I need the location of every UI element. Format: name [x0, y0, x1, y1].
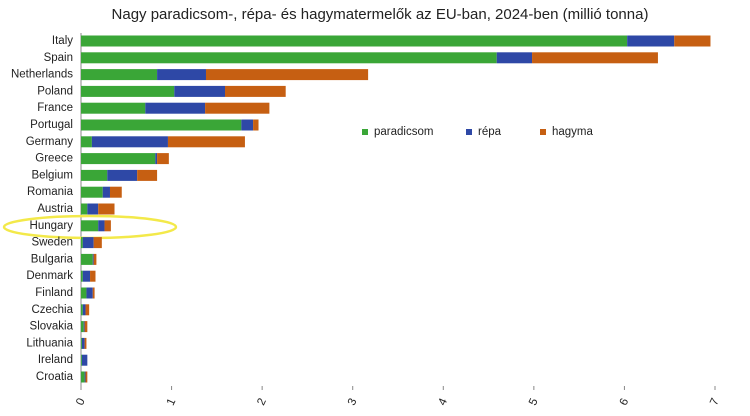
- y-tick-label: Bulgaria: [31, 253, 74, 265]
- bar-segment: [81, 371, 85, 383]
- bar-segment: [84, 371, 86, 383]
- bar-segment: [85, 304, 90, 316]
- bar-segment: [496, 52, 533, 64]
- bar-segment: [84, 337, 87, 349]
- bar-segment: [82, 304, 86, 316]
- y-tick-label: Netherlands: [11, 69, 73, 81]
- bar-segment: [205, 102, 270, 114]
- bar-segment: [85, 371, 88, 383]
- bar-segment: [92, 287, 95, 299]
- bar-segment: [81, 69, 158, 81]
- x-tick-label: 2: [255, 397, 269, 408]
- bar-segment: [253, 119, 259, 131]
- bar-segment: [107, 169, 138, 181]
- bar-segment: [205, 69, 369, 81]
- bar-segment: [86, 287, 93, 299]
- y-tick-label: Croatia: [36, 371, 74, 383]
- bar-segment: [102, 186, 110, 198]
- y-tick-label: Belgium: [31, 169, 73, 181]
- bar-segment: [93, 237, 102, 249]
- bar-segment: [81, 321, 84, 333]
- bar-segment: [81, 52, 497, 64]
- y-tick-label: Portugal: [30, 119, 73, 131]
- x-tick-label: 6: [618, 397, 632, 408]
- bar-segment: [81, 35, 628, 47]
- bar-segment: [81, 337, 82, 349]
- y-tick-label: Romania: [27, 186, 74, 198]
- legend-swatch: [362, 129, 368, 135]
- bar-segment: [627, 35, 675, 47]
- bar-segment: [225, 85, 286, 97]
- bar-segment: [91, 136, 168, 148]
- legend-label: paradicsom: [374, 126, 433, 138]
- y-tick-label: Germany: [26, 136, 74, 148]
- bar-segment: [81, 354, 82, 366]
- y-tick-label: Spain: [44, 52, 73, 64]
- x-tick-label: 1: [165, 397, 179, 408]
- bar-segment: [81, 354, 88, 366]
- bar-segment: [157, 69, 206, 81]
- legend-swatch: [466, 129, 472, 135]
- y-tick-label: Ireland: [38, 354, 73, 366]
- bar-segment: [81, 102, 146, 114]
- bar-segment: [90, 270, 96, 282]
- y-tick-label: Lithuania: [26, 337, 73, 349]
- y-tick-label: Italy: [52, 35, 73, 47]
- x-tick-label: 0: [74, 397, 88, 408]
- bar-segment: [167, 136, 245, 148]
- bar-segment: [109, 186, 122, 198]
- y-tick-label: Slovakia: [30, 321, 74, 333]
- x-tick-label: 7: [708, 397, 722, 408]
- y-tick-label: Poland: [37, 85, 73, 97]
- bar-segment: [145, 102, 206, 114]
- bar-segment: [174, 85, 226, 97]
- bar-segment: [81, 136, 92, 148]
- x-tick-label: 4: [437, 396, 451, 407]
- y-tick-label: Hungary: [30, 220, 74, 232]
- bar-segment: [81, 220, 99, 232]
- bar-segment: [83, 321, 85, 333]
- y-tick-label: Denmark: [26, 270, 73, 282]
- bar-segment: [532, 52, 658, 64]
- bar-segment: [81, 85, 175, 97]
- bar-segment: [81, 186, 103, 198]
- bar-segment: [82, 270, 91, 282]
- chart-title: Nagy paradicsom-, répa- és hagymatermelő…: [112, 6, 649, 23]
- x-tick-label: 5: [527, 397, 541, 408]
- y-tick-label: Finland: [35, 287, 73, 299]
- bar-segment: [98, 203, 115, 215]
- bar-segment: [98, 220, 105, 232]
- bar-segment: [81, 153, 156, 165]
- bar-segment: [81, 287, 87, 299]
- bar-segment: [241, 119, 254, 131]
- legend-label: répa: [478, 126, 502, 138]
- bar-segment: [81, 337, 85, 349]
- bar-segment: [155, 153, 158, 165]
- y-tick-label: Greece: [35, 153, 73, 165]
- y-tick-label: Austria: [37, 203, 73, 215]
- legend-label: hagyma: [552, 126, 594, 138]
- bar-segment: [137, 169, 158, 181]
- bar-segment: [157, 153, 169, 165]
- bar-segment: [81, 169, 108, 181]
- bar-segment: [81, 119, 242, 131]
- bar-segment: [81, 237, 83, 249]
- bar-segment: [81, 253, 93, 265]
- bar-segment: [81, 203, 88, 215]
- bar-segment: [84, 321, 88, 333]
- y-tick-label: Sweden: [31, 237, 73, 249]
- bar-segment: [104, 220, 111, 232]
- bar-segment: [93, 253, 97, 265]
- y-tick-label: Czechia: [31, 304, 73, 316]
- bar-segment: [82, 237, 94, 249]
- x-tick-label: 3: [346, 397, 360, 408]
- legend-swatch: [540, 129, 546, 135]
- bar-segment: [87, 203, 99, 215]
- bar-segment: [674, 35, 711, 47]
- bar-segment: [92, 253, 94, 265]
- y-tick-label: France: [37, 102, 73, 114]
- bar-segment: [81, 270, 83, 282]
- bar-segment: [81, 304, 83, 316]
